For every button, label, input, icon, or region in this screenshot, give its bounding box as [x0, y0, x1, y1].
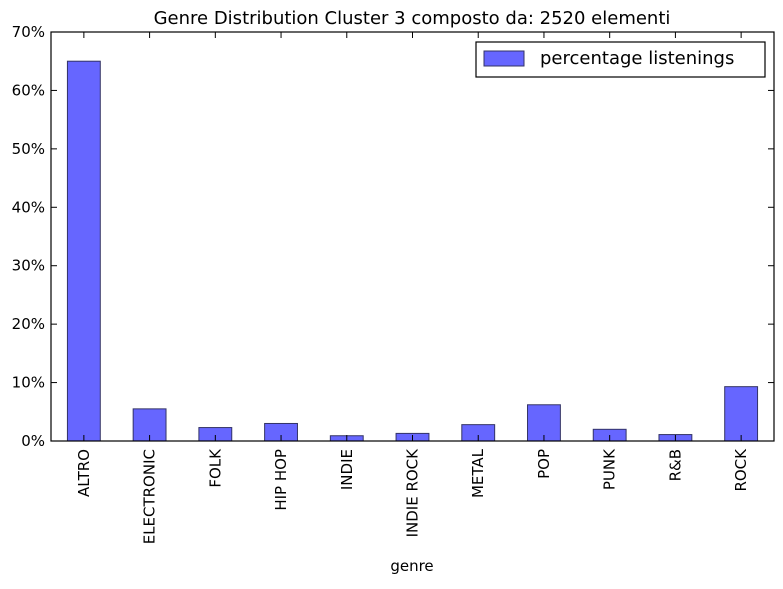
plot-frame — [50, 31, 775, 442]
y-tick-label: 40% — [12, 198, 45, 216]
y-tick-label: 70% — [12, 23, 45, 41]
y-tick-label: 0% — [21, 432, 45, 450]
x-tick-label: ROCK — [732, 448, 750, 492]
x-tick-label: R&B — [666, 449, 684, 481]
bar-altro — [66, 60, 101, 442]
x-tick-label: INDIE ROCK — [404, 448, 422, 538]
x-tick-label: FOLK — [206, 448, 224, 488]
x-axis-ticks: ALTRO ELECTRONIC FOLK HIP HOP INDIE INDIE ROC… — [75, 32, 750, 544]
x-axis-label: genre — [390, 557, 433, 575]
x-tick-label: ALTRO — [75, 449, 93, 497]
legend: percentage listenings — [475, 41, 766, 78]
x-tick-label: ELECTRONIC — [141, 449, 159, 544]
bar-rock — [724, 386, 759, 442]
y-tick-label: 30% — [12, 257, 45, 275]
bar-pop — [527, 404, 561, 442]
legend-swatch — [483, 50, 525, 67]
bars-layer — [66, 60, 759, 442]
chart-title: Genre Distribution Cluster 3 composto da… — [154, 8, 671, 29]
x-tick-label: PUNK — [601, 448, 619, 490]
x-tick-label: HIP HOP — [272, 449, 290, 511]
x-tick-label: METAL — [469, 448, 487, 498]
y-tick-label: 50% — [12, 140, 45, 158]
x-tick-label: POP — [535, 449, 553, 479]
x-tick-label: INDIE — [338, 449, 356, 490]
y-axis-ticks: 0% 10% 20% 30% 40% 50% 60% 70% — [12, 23, 774, 450]
y-tick-label: 20% — [12, 315, 45, 333]
y-tick-label: 10% — [12, 374, 45, 392]
y-tick-label: 60% — [12, 81, 45, 99]
legend-label: percentage listenings — [540, 48, 734, 69]
